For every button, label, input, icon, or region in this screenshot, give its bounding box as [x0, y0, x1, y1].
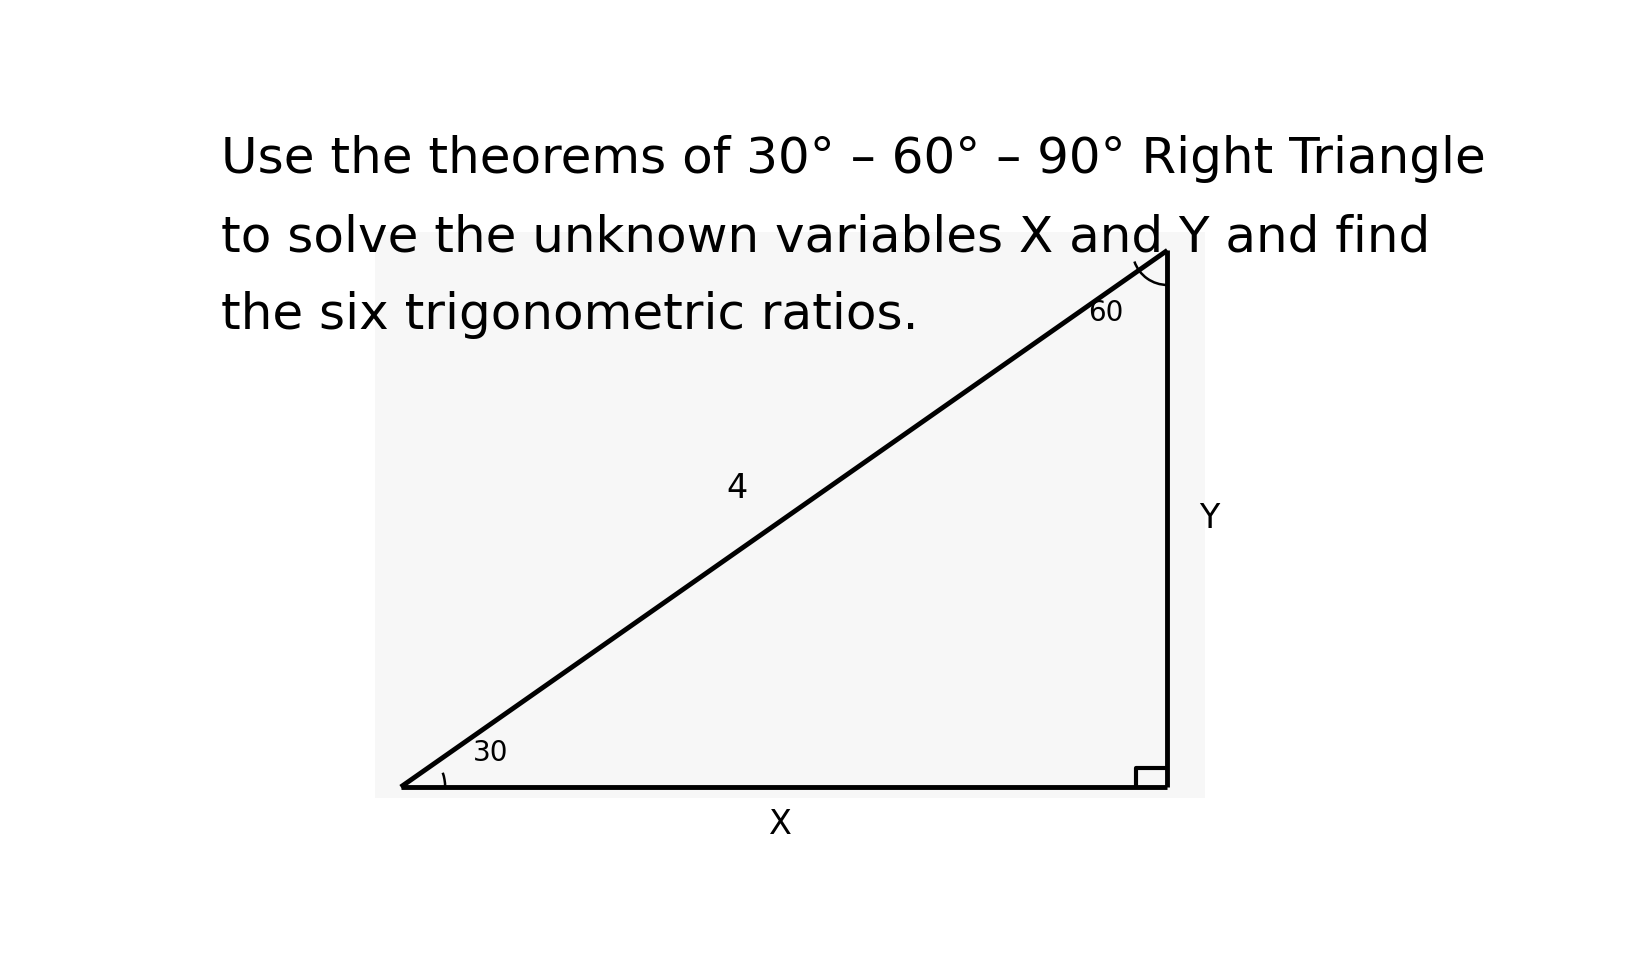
Text: X: X [770, 807, 793, 841]
Text: Use the theorems of 30° – 60° – 90° Right Triangle: Use the theorems of 30° – 60° – 90° Righ… [221, 135, 1486, 183]
Text: 60: 60 [1087, 299, 1123, 327]
Text: 4: 4 [726, 472, 747, 505]
Text: to solve the unknown variables X and Y and find: to solve the unknown variables X and Y a… [221, 213, 1431, 261]
Text: Y: Y [1198, 502, 1220, 535]
Text: the six trigonometric ratios.: the six trigonometric ratios. [221, 291, 919, 340]
Bar [376, 231, 1205, 799]
Text: 30: 30 [473, 740, 508, 768]
